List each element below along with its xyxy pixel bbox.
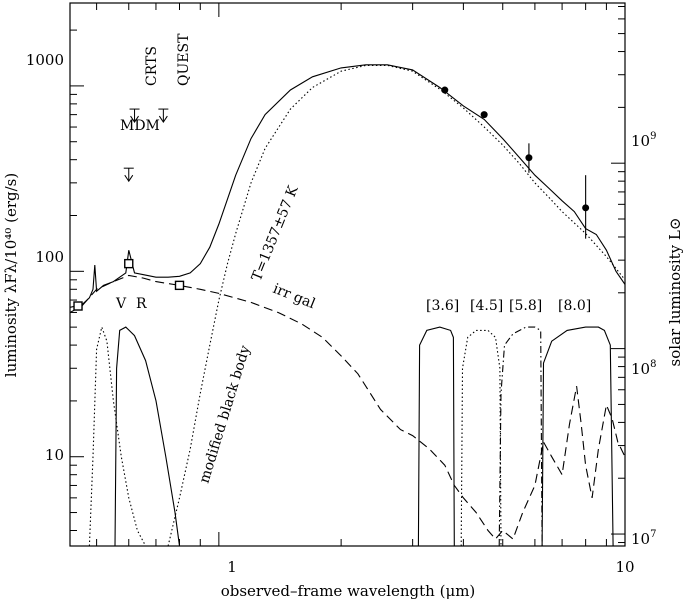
series-line-v: [88, 325, 147, 547]
x-axis-label: observed–frame wavelength (μm): [221, 582, 476, 600]
y-tick-label-100: 100: [35, 248, 64, 266]
series-line-r: [114, 326, 181, 547]
x-tick-label-1: 1: [227, 558, 237, 576]
series-line--3-6-: [417, 326, 455, 547]
axis-ticks: [70, 3, 626, 546]
irac-36-label: [3.6]: [426, 298, 459, 314]
r-band-label: R: [136, 296, 147, 312]
photometry-point-filled: [582, 204, 590, 212]
photometry-point-open: [73, 301, 83, 311]
temperature-label: T=1357±57 K: [249, 183, 302, 283]
right-tick-label-1e7: 107: [631, 529, 656, 548]
right-tick-exp-7: 7: [650, 529, 656, 540]
y-axis-label: luminosity λFλ/10⁴⁰ (erg/s): [2, 173, 20, 377]
svg-text:107: 107: [631, 529, 656, 548]
plot-frame: [69, 2, 626, 547]
photometry-group: [73, 86, 590, 311]
svg-text:108: 108: [631, 359, 656, 378]
upper-limit-arrowhead: [130, 115, 139, 123]
crts-label: CRTS: [144, 46, 160, 86]
right-tick-label-1e9: 109: [631, 131, 656, 150]
irac-80-label: [8.0]: [558, 298, 591, 314]
mdm-label: MDM: [120, 118, 160, 134]
modified-black-body-label: modified black body: [197, 344, 254, 486]
irr-gal-label: irr gal: [271, 281, 318, 313]
y-tick-label-1000: 1000: [26, 51, 64, 69]
photometry-point-filled: [480, 111, 488, 119]
quest-label: QUEST: [176, 33, 192, 86]
series-line-total-0: [69, 64, 626, 308]
series-line--4-5-: [460, 329, 502, 547]
irac-58-label: [5.8]: [509, 298, 542, 314]
photometry-point-open: [124, 258, 134, 269]
v-band-label: V: [115, 296, 127, 312]
svg-text:109: 109: [631, 131, 656, 150]
series-line--8-0-: [541, 326, 614, 547]
upper-limit-arrowhead: [158, 115, 168, 123]
photometry-point-filled: [441, 86, 449, 94]
series-group: [69, 64, 626, 547]
series-line-modified-black-body: [167, 64, 626, 547]
x-tick-label-10: 10: [615, 558, 634, 576]
photometry-point-filled: [525, 154, 533, 162]
irac-45-label: [4.5]: [470, 298, 503, 314]
y-tick-label-10: 10: [45, 446, 64, 464]
right-axis-label: solar luminosity L⊙: [666, 218, 684, 367]
right-tick-exp-9: 9: [650, 131, 656, 142]
series-line-irr-gal: [69, 274, 626, 540]
upper-limit-arrowhead: [124, 174, 134, 183]
right-tick-label-1e8: 108: [631, 359, 656, 378]
right-tick-exp-8: 8: [650, 359, 656, 370]
series-line--5-8-: [498, 326, 543, 547]
photometry-point-open: [174, 280, 185, 291]
